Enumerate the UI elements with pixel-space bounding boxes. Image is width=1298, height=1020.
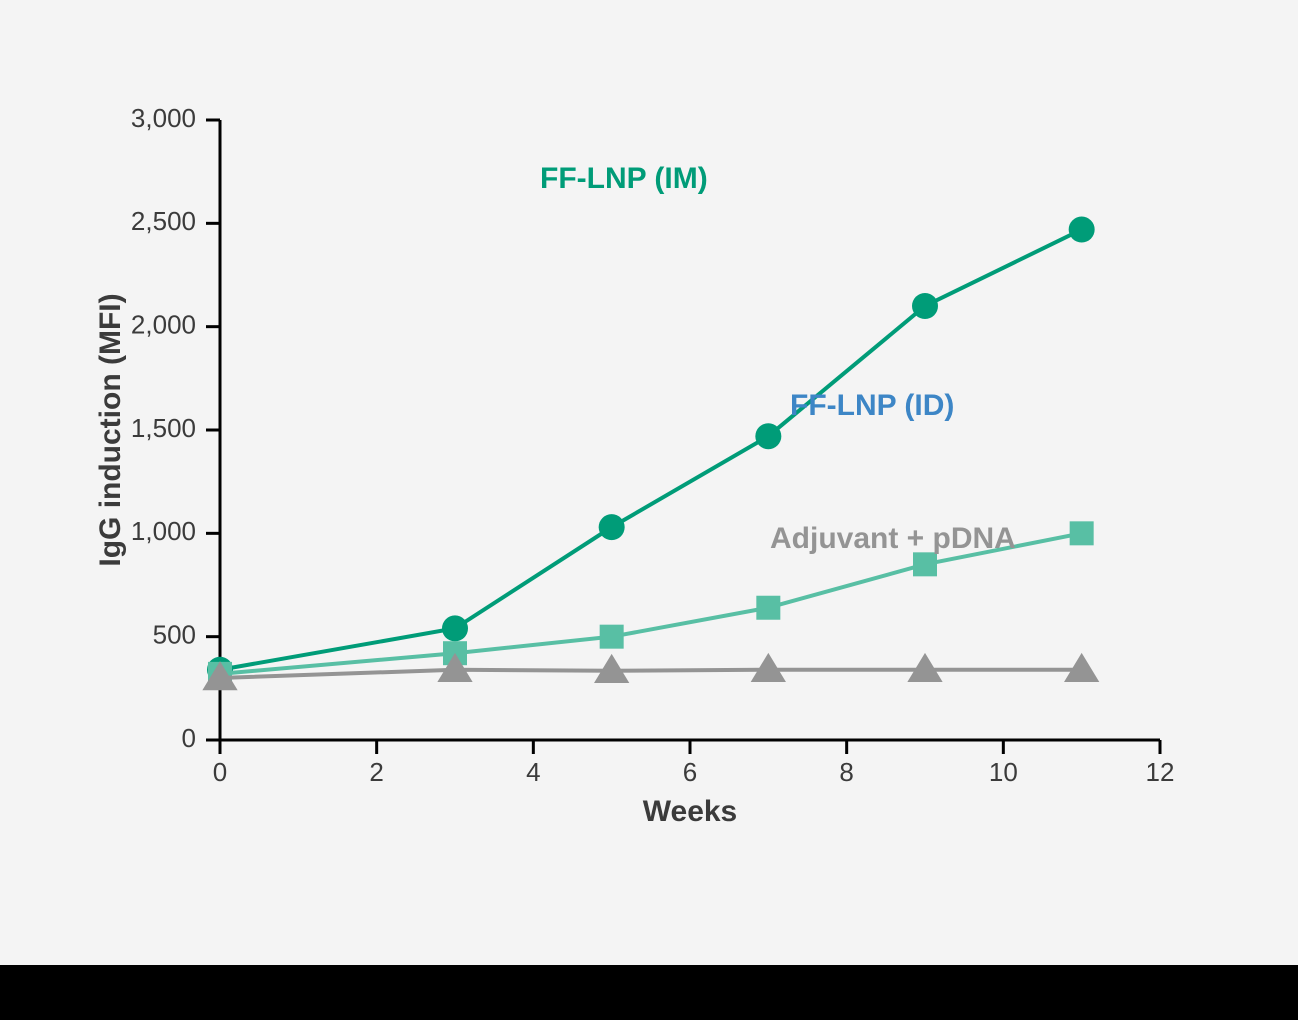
marker-adjuvant_pdna [751, 653, 786, 682]
page: 0 500 1,000 1,500 2,000 2,500 3,000 0 2 4 6 8 10 12 We… [0, 0, 1298, 1020]
marker-ff_lnp_im [1069, 217, 1095, 243]
series-label-adjuvant_pdna: Adjuvant + pDNA [770, 522, 1016, 555]
x-tick-label: 6 [683, 757, 697, 787]
marker-adjuvant_pdna [594, 654, 629, 683]
y-tick-label: 1,000 [131, 516, 196, 546]
x-tick-label: 2 [369, 757, 383, 787]
marker-ff_lnp_id [913, 552, 937, 576]
series-line-ff_lnp_im [220, 230, 1082, 670]
marker-ff_lnp_id [600, 625, 624, 649]
y-axis-title: IgG induction (MFI) [94, 293, 127, 566]
x-tick-label: 0 [213, 757, 227, 787]
y-tick-label: 0 [182, 723, 196, 753]
marker-adjuvant_pdna [437, 653, 472, 682]
x-tick-label: 10 [989, 757, 1018, 787]
y-tick-label: 500 [153, 620, 196, 650]
series-line-adjuvant_pdna [220, 670, 1082, 678]
x-tick-label: 12 [1146, 757, 1175, 787]
series-label-ff_lnp_id: FF-LNP (ID) [790, 389, 954, 422]
marker-ff_lnp_im [442, 615, 468, 641]
x-axis-title: Weeks [643, 795, 738, 828]
chart-svg: 0 500 1,000 1,500 2,000 2,500 3,000 0 2 4 6 8 10 12 We… [90, 60, 1210, 900]
x-tick-label: 8 [839, 757, 853, 787]
x-tick-label: 4 [526, 757, 540, 787]
y-tick-label: 1,500 [131, 413, 196, 443]
chart-container: 0 500 1,000 1,500 2,000 2,500 3,000 0 2 4 6 8 10 12 We… [90, 60, 1210, 900]
marker-adjuvant_pdna [1064, 653, 1099, 682]
y-tick-label: 2,500 [131, 206, 196, 236]
marker-ff_lnp_im [912, 293, 938, 319]
series-label-ff_lnp_im: FF-LNP (IM) [540, 162, 708, 195]
footer-bar [0, 965, 1298, 1020]
marker-adjuvant_pdna [907, 653, 942, 682]
y-tick-label: 3,000 [131, 103, 196, 133]
marker-ff_lnp_im [599, 514, 625, 540]
marker-ff_lnp_im [755, 423, 781, 449]
marker-ff_lnp_id [756, 596, 780, 620]
y-tick-label: 2,000 [131, 310, 196, 340]
marker-ff_lnp_id [1070, 521, 1094, 545]
